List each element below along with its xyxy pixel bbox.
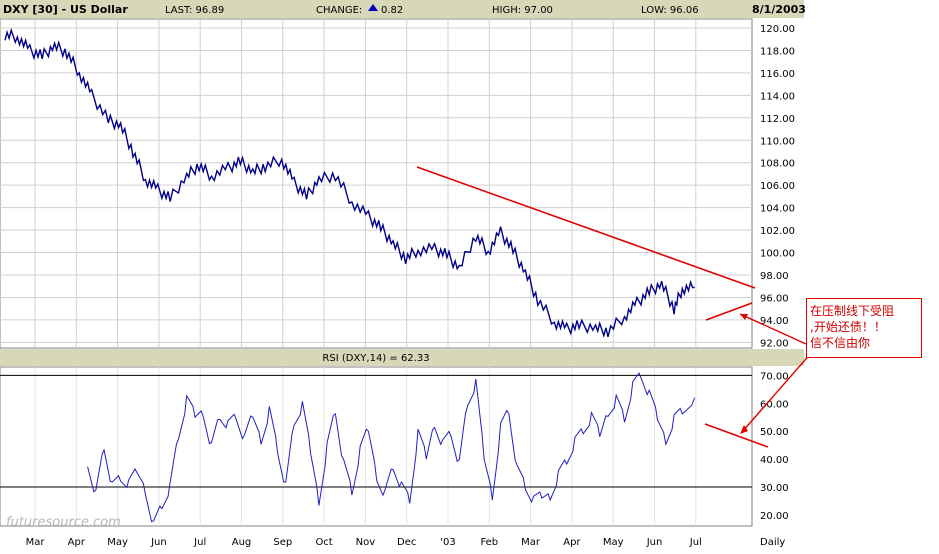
arrow-head-upper-icon	[740, 314, 748, 320]
rsi-grid	[0, 367, 752, 526]
x-tick-label: Feb	[480, 537, 498, 548]
price-y-tick-label: 118.00	[760, 46, 795, 57]
rsi-y-tick-label: 30.00	[760, 483, 789, 494]
x-tick-label: Aug	[232, 537, 252, 548]
price-y-tick-label: 98.00	[760, 271, 789, 282]
price-y-tick-label: 110.00	[760, 136, 795, 147]
x-tick-label: Jun	[150, 537, 167, 548]
callout-arrow-lower	[741, 351, 813, 433]
symbol-title: DXY [30] - US Dollar	[3, 3, 128, 16]
price-y-tick-label: 102.00	[760, 226, 795, 237]
watermark: futuresource.com	[6, 515, 121, 530]
price-y-tick-label: 112.00	[760, 114, 795, 125]
price-panel	[0, 18, 753, 349]
rsi-panel	[0, 366, 753, 527]
price-y-tick-label: 94.00	[760, 316, 789, 327]
rsi-divergence-line	[704, 423, 769, 448]
rsi-y-tick-label: 60.00	[760, 399, 789, 410]
high-price: HIGH: 97.00	[492, 5, 553, 16]
price-y-tick-label: 108.00	[760, 159, 795, 170]
price-grid	[0, 19, 752, 348]
x-tick-label: Daily	[760, 537, 785, 548]
price-y-tick-label: 96.00	[760, 293, 789, 304]
low-price: LOW: 96.06	[641, 5, 699, 16]
rsi-header: RSI (DXY,14) = 62.33	[322, 353, 429, 364]
change-value: 0.82	[381, 5, 403, 16]
header-bar	[0, 0, 804, 18]
rsi-y-axis: 20.00 30.00 40.00 50.00 60.00 70.00	[760, 371, 789, 521]
arrow-head-lower-icon	[740, 425, 748, 434]
price-series-line	[4, 27, 695, 339]
header-date: 8/1/2003	[752, 3, 806, 16]
x-tick-label: Mar	[521, 537, 541, 548]
x-tick-label: Nov	[356, 537, 376, 548]
rsi-y-tick-label: 40.00	[760, 455, 789, 466]
x-tick-label: Sep	[273, 537, 292, 548]
x-tick-label: '03	[440, 537, 455, 548]
x-tick-label: Jul	[193, 537, 206, 548]
price-y-tick-label: 120.00	[760, 24, 795, 35]
price-y-tick-label: 92.00	[760, 338, 789, 349]
x-tick-label: Dec	[397, 537, 416, 548]
rsi-series-line	[87, 372, 696, 523]
x-tick-label: Jul	[689, 537, 702, 548]
rsi-y-tick-label: 20.00	[760, 511, 789, 522]
price-y-tick-label: 116.00	[760, 69, 795, 80]
price-y-tick-label: 106.00	[760, 181, 795, 192]
annotation-line-2: ,开始还债！！	[810, 320, 886, 334]
up-arrow-icon	[368, 4, 378, 11]
price-y-tick-label: 100.00	[760, 249, 795, 260]
rsi-y-tick-label: 70.00	[760, 371, 789, 382]
resistance-trendline	[416, 166, 756, 289]
x-tick-label: Apr	[563, 537, 581, 548]
change-label: CHANGE:	[316, 5, 362, 16]
x-tick-label: Jun	[646, 537, 663, 548]
annotation-callout: 在压制线下受阻 ,开始还债！！ 信不信由你	[806, 298, 922, 358]
rsi-y-tick-label: 50.00	[760, 427, 789, 438]
support-trendline	[705, 302, 753, 321]
annotation-line-3: 信不信由你	[810, 336, 871, 350]
callout-arrow-upper	[739, 313, 807, 345]
annotation-line-1: 在压制线下受阻	[810, 304, 895, 318]
x-tick-label: Oct	[315, 537, 332, 548]
price-y-axis: 92.00 94.00 96.00 98.00 100.00 102.00 104.00 10…	[760, 24, 795, 349]
x-tick-label: May	[107, 537, 128, 548]
price-y-tick-label: 104.00	[760, 204, 795, 215]
x-tick-label: Apr	[68, 537, 86, 548]
x-axis: Mar Apr May Jun Jul Aug Sep Oct Nov Dec '03 Feb Mar A…	[26, 537, 786, 548]
x-tick-label: May	[603, 537, 624, 548]
last-price: LAST: 96.89	[165, 5, 224, 16]
x-tick-label: Mar	[26, 537, 46, 548]
rsi-header-bar	[0, 349, 804, 366]
price-y-tick-label: 114.00	[760, 91, 795, 102]
